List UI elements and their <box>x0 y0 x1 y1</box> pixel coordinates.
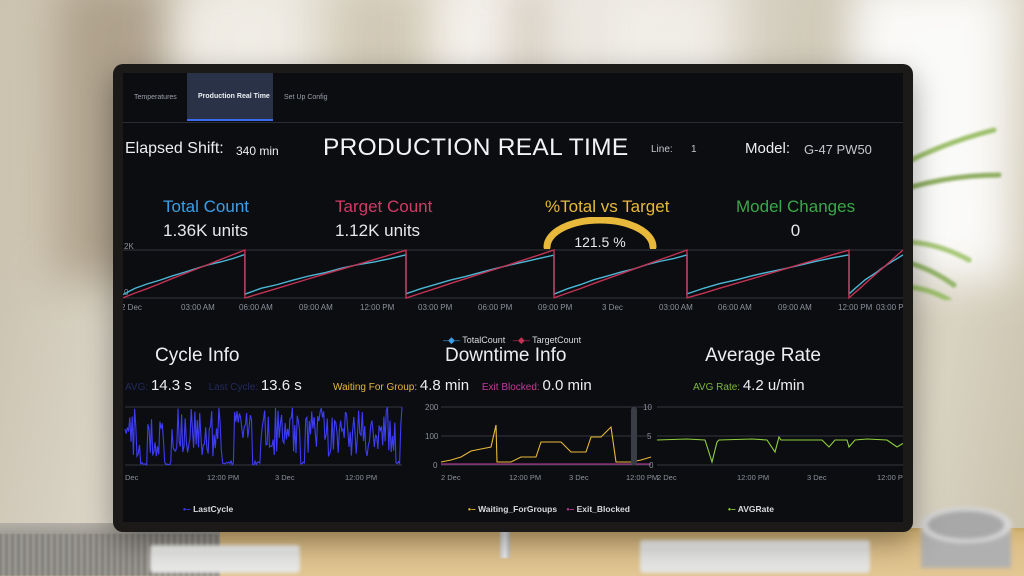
svg-text:100: 100 <box>425 432 439 441</box>
svg-text:5: 5 <box>647 432 652 441</box>
svg-text:10: 10 <box>643 403 652 412</box>
svg-text:0: 0 <box>649 461 654 470</box>
svg-text:200: 200 <box>425 403 439 412</box>
svg-text:0: 0 <box>433 461 438 470</box>
